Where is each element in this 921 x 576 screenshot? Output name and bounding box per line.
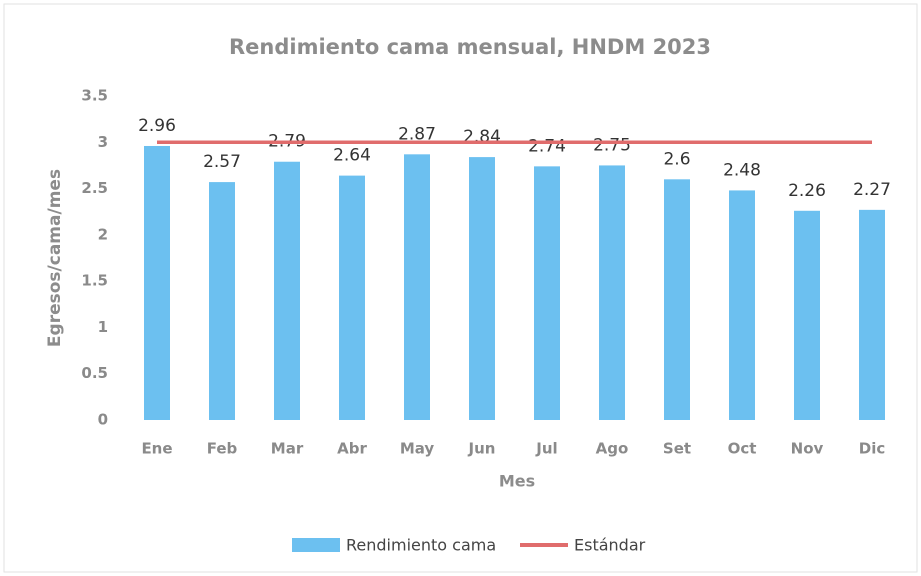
bar xyxy=(339,175,365,420)
bar xyxy=(729,190,755,420)
x-axis-title: Mes xyxy=(499,472,535,491)
x-tick-label: Ene xyxy=(141,440,172,458)
y-tick-label: 1 xyxy=(98,318,108,336)
data-label: 2.6 xyxy=(663,149,690,169)
bar xyxy=(144,145,170,420)
bar xyxy=(664,179,690,420)
y-tick-label: 3 xyxy=(98,133,108,151)
data-label: 2.75 xyxy=(593,135,631,155)
chart-title: Rendimiento cama mensual, HNDM 2023 xyxy=(229,35,711,59)
data-label: 2.26 xyxy=(788,181,826,201)
y-tick-label: 3.5 xyxy=(81,87,108,105)
bar xyxy=(404,154,430,420)
data-label: 2.57 xyxy=(203,152,241,172)
x-tick-label: Dic xyxy=(859,440,885,458)
x-tick-label: Ago xyxy=(596,440,629,458)
bar xyxy=(209,182,235,420)
y-tick-label: 0 xyxy=(98,411,108,429)
y-tick-label: 2.5 xyxy=(81,179,108,197)
x-tick-label: Oct xyxy=(728,440,757,458)
x-tick-label: Nov xyxy=(791,440,824,458)
legend-label: Rendimiento cama xyxy=(346,536,496,555)
bar xyxy=(859,209,885,420)
x-tick-label: Jun xyxy=(468,440,496,458)
bar xyxy=(599,165,625,420)
bar xyxy=(534,166,560,420)
y-tick-label: 0.5 xyxy=(81,364,108,382)
y-axis-title: Egresos/cama/mes xyxy=(45,169,65,347)
bar xyxy=(274,161,300,420)
y-tick-label: 2 xyxy=(98,225,108,243)
data-label: 2.64 xyxy=(333,146,371,166)
x-tick-label: Set xyxy=(663,440,691,458)
bar xyxy=(794,210,820,420)
data-label: 2.84 xyxy=(463,127,501,147)
x-tick-label: Jul xyxy=(535,440,557,458)
bar xyxy=(469,157,495,420)
chart-frame xyxy=(3,3,918,573)
x-tick-label: May xyxy=(400,440,435,458)
data-label: 2.27 xyxy=(853,180,891,200)
x-tick-label: Feb xyxy=(207,440,238,458)
legend-swatch xyxy=(292,538,340,552)
data-label: 2.87 xyxy=(398,124,436,144)
data-label: 2.96 xyxy=(138,116,176,136)
x-tick-label: Mar xyxy=(271,440,304,458)
legend-label: Estándar xyxy=(574,536,646,555)
y-tick-label: 1.5 xyxy=(81,272,108,290)
data-label: 2.48 xyxy=(723,160,761,180)
data-label: 2.74 xyxy=(528,136,566,156)
x-tick-label: Abr xyxy=(337,440,367,458)
